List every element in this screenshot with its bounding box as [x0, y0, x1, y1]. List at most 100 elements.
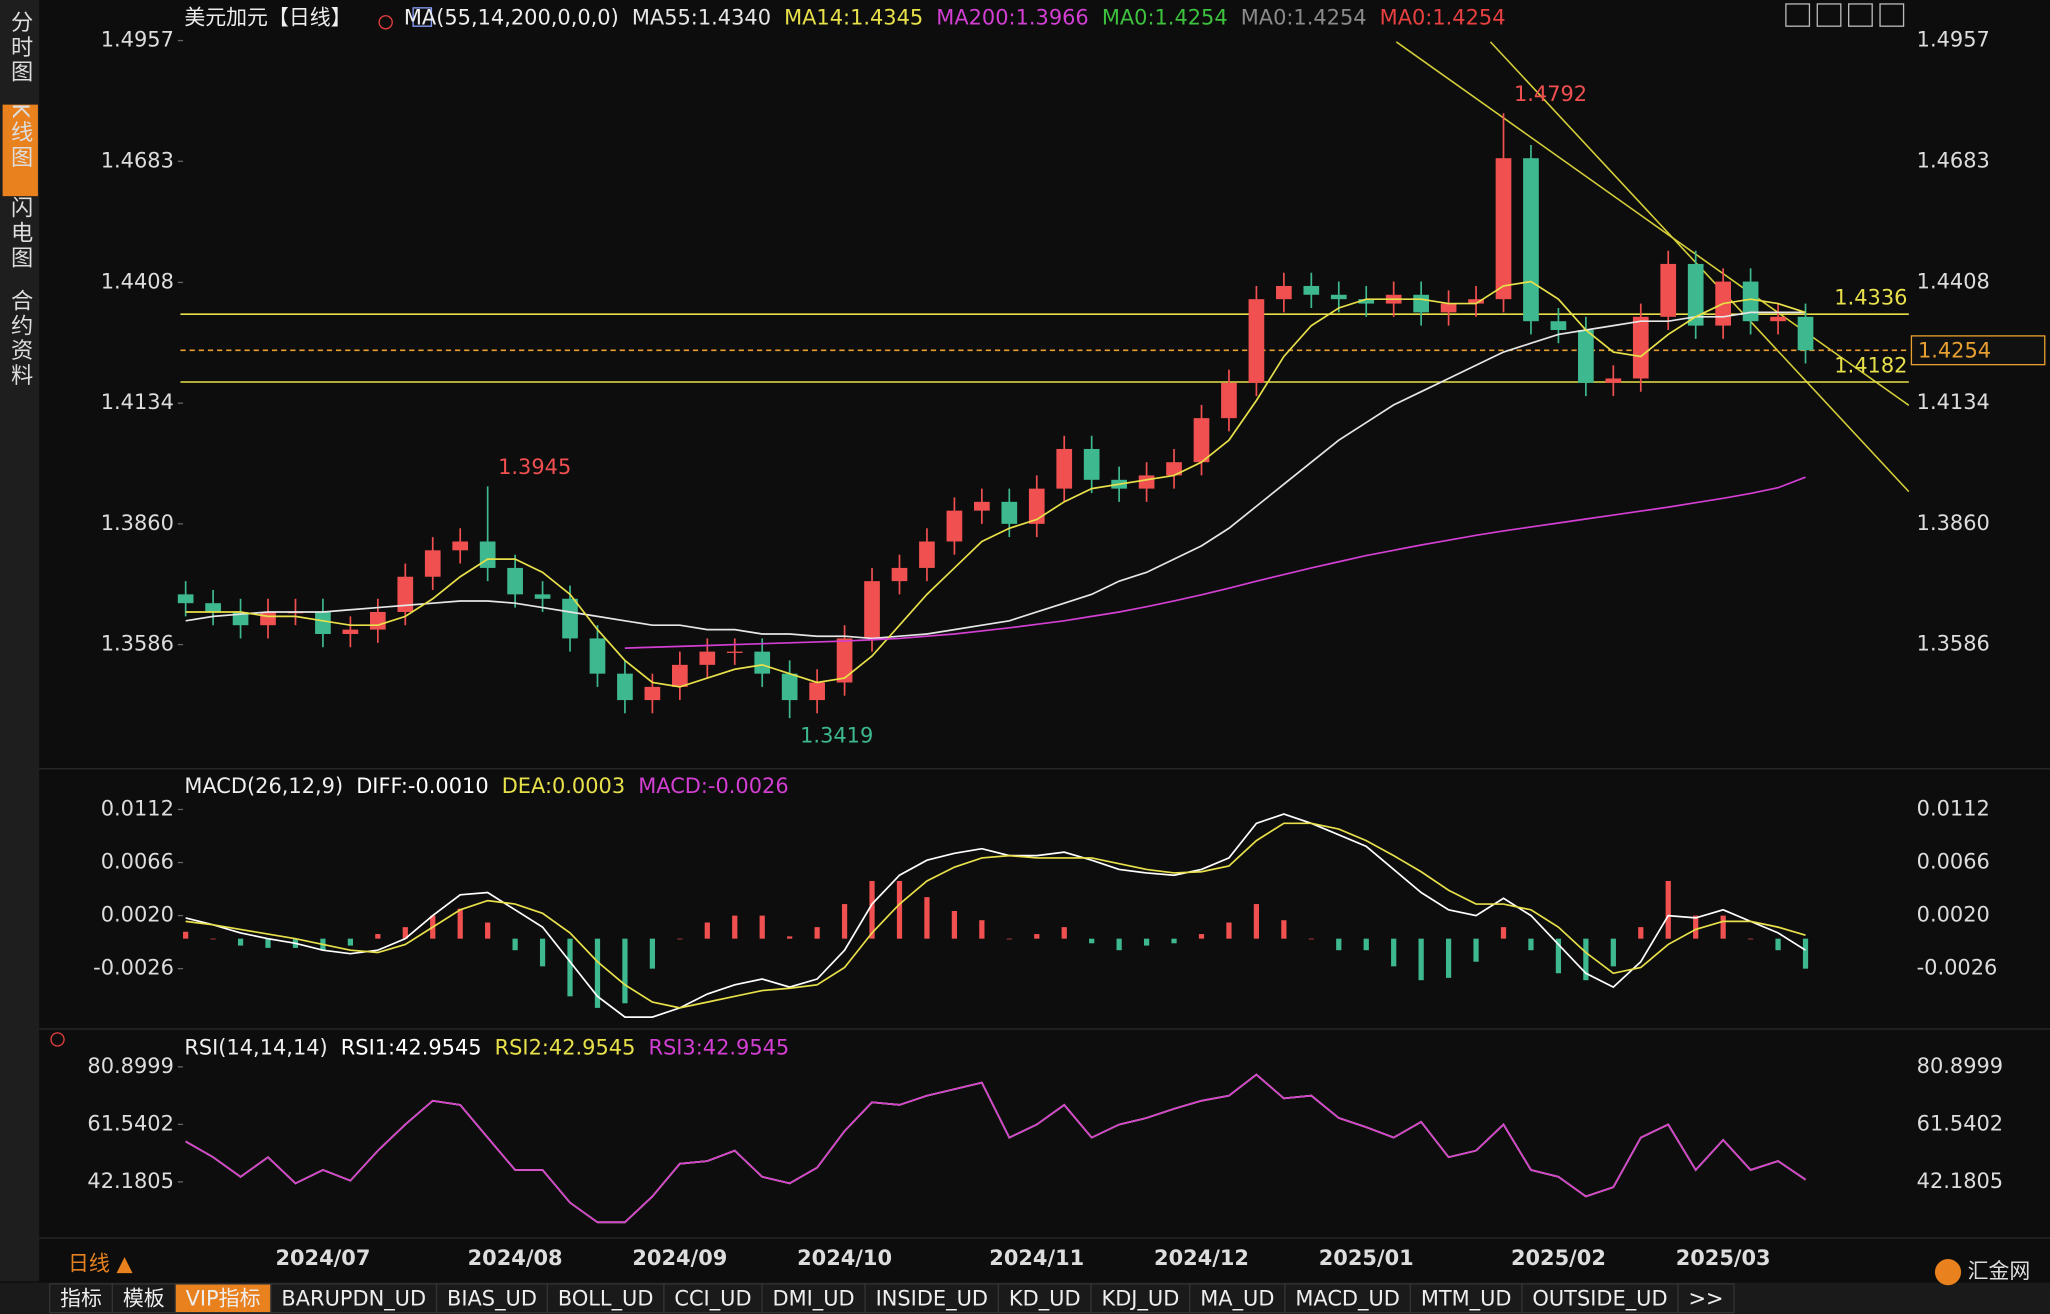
toolbar-tab[interactable]: VIP指标	[174, 1283, 272, 1314]
macd-bar	[457, 908, 463, 939]
x-tick-label: 2024/09	[632, 1246, 727, 1270]
candle-body	[644, 686, 661, 701]
candle-body	[919, 541, 935, 568]
toolbar-tab[interactable]: CCI_UD	[663, 1283, 763, 1314]
candle-body	[1440, 303, 1457, 313]
macd-bar	[1445, 938, 1452, 978]
y-tick-label: 42.1805	[87, 1169, 173, 1193]
candle-body	[1632, 316, 1649, 379]
toolbar-tab[interactable]: MTM_UD	[1409, 1283, 1523, 1314]
candle-body	[864, 581, 880, 639]
candle-body	[534, 594, 551, 599]
macd-bar	[210, 938, 216, 940]
macd-bar	[1226, 922, 1232, 939]
candle-body	[809, 682, 825, 701]
window-button[interactable]	[1816, 3, 1842, 27]
indicator-icon[interactable]	[412, 7, 433, 27]
toolbar-tab[interactable]: >>	[1677, 1283, 1735, 1314]
toolbar-tab-label: CCI_UD	[674, 1287, 751, 1311]
y-tick-label-right: 61.5402	[1917, 1111, 2003, 1135]
toolbar-tab[interactable]: BOLL_UD	[546, 1283, 665, 1314]
extreme-label: 1.4792	[1514, 82, 1587, 106]
window-buttons	[1785, 3, 1905, 27]
toolbar-tab-bg	[997, 1283, 1092, 1314]
candle-body	[1193, 418, 1210, 463]
candle-body	[1358, 299, 1375, 304]
y-tick-label: 61.5402	[87, 1111, 173, 1135]
toolbar-tab[interactable]: BIAS_UD	[435, 1283, 549, 1314]
toolbar-tab-label: KD_UD	[1009, 1287, 1081, 1311]
toolbar-tab[interactable]: DMI_UD	[761, 1283, 866, 1314]
sidebar-tab[interactable]: K线图	[7, 103, 33, 170]
toolbar-tab[interactable]: KD_UD	[997, 1283, 1092, 1314]
macd-bar	[951, 910, 958, 939]
toolbar-tab-bg	[1409, 1283, 1523, 1314]
macd-bar	[594, 938, 601, 1008]
y-tick-label: 80.8999	[87, 1054, 173, 1078]
sidebar-active	[2, 104, 38, 197]
y-tick-label-right: 0.0020	[1917, 903, 1990, 927]
window-button[interactable]	[1785, 3, 1811, 27]
toolbar-tab[interactable]: OUTSIDE_UD	[1521, 1283, 1679, 1314]
series-line	[185, 311, 1806, 640]
candle-body	[1770, 316, 1786, 322]
toolbar-tab-label: DMI_UD	[773, 1287, 855, 1311]
y-tick-label: 0.0020	[101, 903, 174, 927]
toolbar-tab-label: 模板	[123, 1287, 165, 1311]
macd-bar	[1198, 934, 1205, 939]
window-button[interactable]	[1879, 3, 1905, 27]
y-tick-label-right: 1.3860	[1917, 511, 1990, 535]
toolbar-tab[interactable]: 指标	[49, 1283, 114, 1314]
macd-bar	[869, 880, 875, 939]
toolbar-tab[interactable]: BARUPDN_UD	[270, 1283, 438, 1314]
candle-body	[589, 638, 606, 674]
sidebar-tab[interactable]: 分时图	[7, 10, 33, 85]
toolbar-tab-label: BIAS_UD	[447, 1287, 537, 1311]
sidebar-tab[interactable]: 合约资料	[7, 289, 33, 389]
macd-bar	[1528, 938, 1534, 951]
macd-bar	[979, 920, 985, 939]
trend-line	[1395, 41, 1910, 406]
y-tick-label: 1.4957	[101, 28, 174, 52]
macd-bar	[512, 938, 518, 951]
toolbar-tab-label: MTM_UD	[1421, 1287, 1512, 1311]
toolbar-tab-bg	[546, 1283, 665, 1314]
toolbar-tab[interactable]: 模板	[111, 1283, 176, 1314]
crosshair-icon[interactable]	[50, 1032, 65, 1047]
toolbar-tab[interactable]: MA_UD	[1189, 1283, 1286, 1314]
legend-entry: RSI1:42.9545	[341, 1036, 482, 1060]
legend-entry: DIFF:-0.0010	[356, 774, 488, 798]
toolbar-tab[interactable]: INSIDE_UD	[864, 1283, 1000, 1314]
settings-icon[interactable]	[378, 15, 393, 30]
y-tick-label: 0.0112	[101, 796, 174, 820]
y-tick-label: -0.0026	[93, 956, 174, 980]
x-tick-label: 2024/12	[1154, 1246, 1249, 1270]
toolbar-tab[interactable]: MACD_UD	[1284, 1283, 1412, 1314]
toolbar-tab-bg	[435, 1283, 549, 1314]
y-tick-label-right: 0.0112	[1917, 796, 1990, 820]
toolbar-tab[interactable]: KDJ_UD	[1090, 1283, 1191, 1314]
candle-body	[260, 611, 276, 626]
toolbar-tab-bg	[174, 1283, 272, 1314]
y-tick-label: 1.3586	[101, 632, 174, 656]
series-line	[185, 822, 1806, 1009]
candle-body	[1742, 281, 1759, 322]
window-button[interactable]	[1848, 3, 1873, 27]
macd-bar	[1253, 904, 1260, 939]
toolbar-tab-label: MA_UD	[1200, 1287, 1274, 1311]
y-tick-label-right: 1.4683	[1917, 148, 1990, 172]
candle-body	[479, 541, 496, 568]
candle-body	[1248, 299, 1265, 383]
x-tick-label: 2024/07	[275, 1246, 370, 1270]
toolbar-tab-label: MACD_UD	[1295, 1287, 1400, 1311]
macd-bar	[1638, 927, 1644, 939]
macd-bar	[402, 927, 408, 939]
toolbar-tab-label: 指标	[60, 1287, 102, 1311]
period-label[interactable]: 日线 ▲	[68, 1251, 133, 1275]
candle-body	[1495, 158, 1512, 300]
candle-body	[315, 611, 331, 635]
macd-bar	[924, 897, 930, 939]
candle-body	[1056, 448, 1073, 489]
sidebar-tab[interactable]: 闪电图	[7, 196, 33, 271]
